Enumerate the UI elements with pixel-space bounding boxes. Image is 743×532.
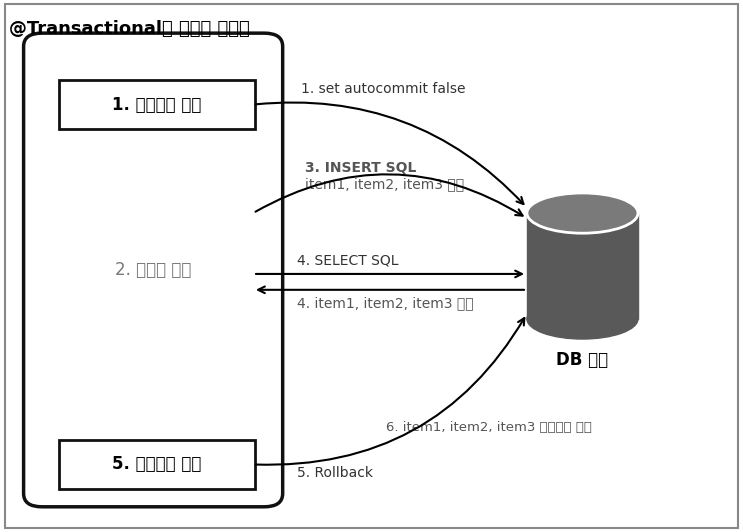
Text: 2. 테스트 실행: 2. 테스트 실행: [115, 261, 191, 279]
Text: 3. INSERT SQL: 3. INSERT SQL: [305, 161, 416, 175]
Text: 4. SELECT SQL: 4. SELECT SQL: [297, 254, 399, 268]
Text: item1, item2, item3 저장: item1, item2, item3 저장: [305, 177, 464, 191]
Ellipse shape: [527, 193, 638, 233]
Text: 5. 트랜잭션 롤백: 5. 트랜잭션 롤백: [112, 455, 201, 473]
FancyBboxPatch shape: [59, 80, 255, 129]
Text: 5. Rollback: 5. Rollback: [297, 467, 374, 480]
Text: 1. 트랜잭션 시작: 1. 트랜잭션 시작: [112, 96, 201, 114]
FancyBboxPatch shape: [24, 33, 282, 507]
Text: DB 서버: DB 서버: [557, 351, 609, 369]
Bar: [527, 213, 638, 319]
Text: 4. item1, item2, item3 반환: 4. item1, item2, item3 반환: [297, 296, 474, 310]
Text: @Transactional이 적용된 테스트: @Transactional이 적용된 테스트: [9, 20, 250, 38]
Text: 1. set autocommit false: 1. set autocommit false: [301, 82, 466, 96]
Ellipse shape: [527, 299, 638, 339]
Text: 6. item1, item2, item3 롤백으로 제거: 6. item1, item2, item3 롤백으로 제거: [386, 421, 592, 434]
FancyBboxPatch shape: [59, 439, 255, 489]
